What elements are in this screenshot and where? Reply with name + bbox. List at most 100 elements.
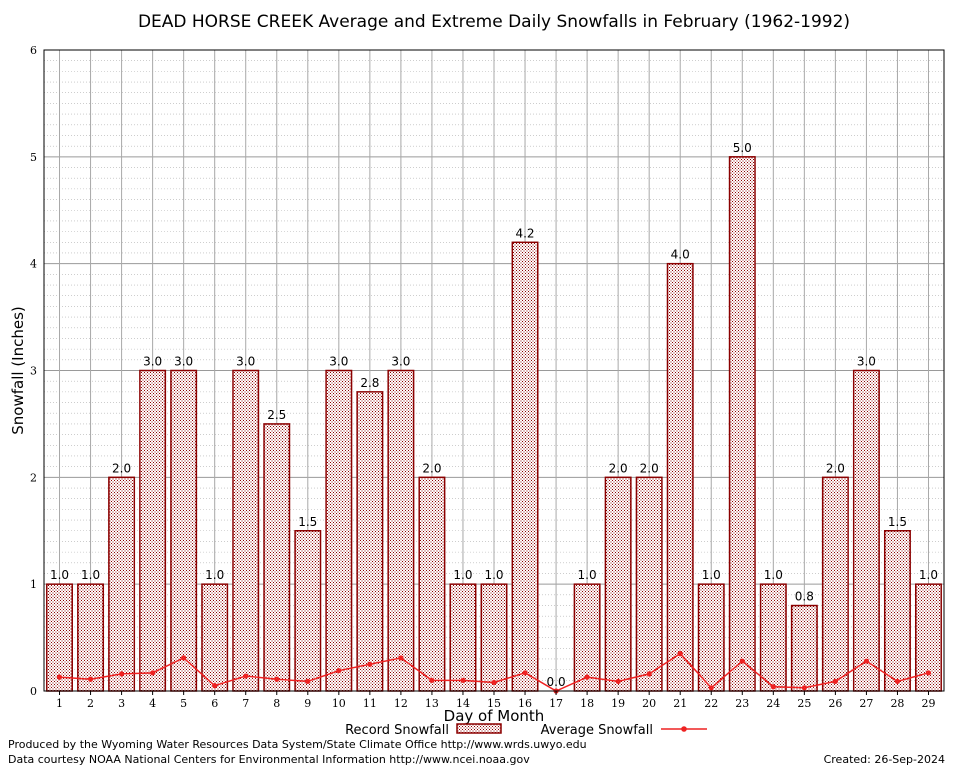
x-tick-label: 10	[332, 697, 346, 710]
x-tick-label: 17	[549, 697, 563, 710]
record-bar-day-21	[666, 262, 694, 692]
average-point-day-6	[212, 683, 218, 689]
x-tick-label: 12	[394, 697, 408, 710]
x-tick-label: 3	[118, 697, 125, 710]
average-point-day-19	[615, 678, 621, 684]
bar-value-label: 1.0	[81, 568, 100, 582]
record-bar-day-16	[511, 241, 539, 692]
x-tick-label: 29	[921, 697, 935, 710]
record-bar-day-26	[821, 476, 849, 692]
x-tick-label: 6	[211, 697, 218, 710]
record-bar-day-2	[77, 583, 105, 692]
average-point-day-27	[863, 658, 870, 664]
x-tick-label: 7	[242, 697, 249, 710]
bar-value-label: 2.0	[112, 461, 131, 475]
x-tick-label: 18	[580, 697, 594, 710]
x-axis-ticks: 1 2 3 4 5 6 7 8 9 10 11 12 13 14 15 16 17 18 19 20 21 22 23 24 2…	[56, 691, 935, 710]
average-point-day-13	[429, 677, 435, 683]
average-point-day-4	[150, 670, 156, 676]
x-tick-label: 23	[735, 697, 749, 710]
x-tick-label: 25	[797, 697, 811, 710]
record-bar-day-3	[108, 476, 136, 692]
average-point-day-12	[398, 655, 404, 661]
average-point-day-9	[305, 678, 311, 684]
average-point-day-18	[584, 674, 590, 680]
created-date: Created: 26-Sep-2024	[823, 753, 945, 766]
record-bar-day-20	[635, 476, 663, 692]
average-point-day-1	[56, 674, 63, 680]
bar-value-label: 3.0	[174, 355, 193, 369]
bar-value-label: 0.0	[547, 675, 566, 689]
x-tick-label: 13	[425, 697, 439, 710]
average-point-day-2	[87, 676, 94, 682]
record-bar-day-19	[604, 476, 632, 692]
credit-line-data-source: Data courtesy NOAA National Centers for …	[8, 753, 530, 766]
bar-value-label: 3.0	[236, 355, 255, 369]
x-tick-label: 14	[456, 697, 470, 710]
record-bar-day-23	[728, 156, 756, 692]
bar-value-label: 2.0	[422, 461, 441, 475]
record-bar-day-9	[294, 530, 322, 692]
average-point-day-8	[274, 676, 280, 682]
y-tick-label: 1	[30, 578, 37, 591]
x-tick-label: 26	[828, 697, 842, 710]
bar-value-label: 1.0	[702, 568, 721, 582]
legend-average-label: Average Snowfall	[541, 723, 653, 738]
average-point-day-21	[677, 651, 683, 657]
bar-value-label: 1.0	[205, 568, 224, 582]
x-tick-label: 19	[611, 697, 625, 710]
average-point-day-10	[336, 668, 342, 674]
x-axis-label: Day of Month	[444, 707, 545, 725]
bar-value-label: 1.5	[888, 515, 907, 529]
bar-value-label: 2.0	[826, 461, 845, 475]
record-bar-day-13	[418, 476, 446, 692]
record-bar-day-22	[697, 583, 725, 692]
record-bar-day-18	[573, 583, 601, 692]
record-bar-day-10	[325, 369, 353, 692]
legend-average-marker	[681, 726, 687, 732]
bar-value-label: 3.0	[143, 355, 162, 369]
record-bar-day-25	[790, 604, 818, 692]
x-tick-label: 28	[890, 697, 904, 710]
bar-value-label: 1.0	[919, 568, 938, 582]
y-tick-label: 5	[30, 151, 37, 164]
x-tick-label: 20	[642, 697, 656, 710]
bar-value-label: 3.0	[329, 355, 348, 369]
average-point-day-22	[708, 685, 714, 691]
x-tick-label: 5	[180, 697, 187, 710]
credit-line-producer: Produced by the Wyoming Water Resources …	[8, 738, 587, 751]
average-point-day-23	[739, 658, 745, 664]
record-bar-day-12	[387, 369, 415, 692]
x-tick-label: 9	[304, 697, 311, 710]
record-bar-day-15	[480, 583, 508, 692]
bar-value-label: 1.0	[453, 568, 472, 582]
average-point-day-5	[181, 655, 187, 661]
x-tick-label: 21	[673, 697, 687, 710]
legend-record-swatch	[456, 723, 502, 734]
average-line-series	[56, 651, 932, 694]
average-point-day-20	[646, 671, 652, 677]
record-bar-day-7	[232, 369, 260, 692]
x-tick-label: 4	[149, 697, 156, 710]
average-point-day-11	[367, 661, 373, 667]
y-tick-label: 0	[30, 685, 37, 698]
bar-value-label: 5.0	[733, 141, 752, 155]
record-bar-day-14	[449, 583, 477, 692]
y-axis-label: Snowfall (Inches)	[9, 306, 27, 434]
x-tick-label: 1	[56, 697, 63, 710]
average-point-day-15	[491, 679, 497, 686]
y-tick-label: 6	[30, 44, 37, 57]
x-tick-label: 24	[766, 697, 780, 710]
average-point-day-29	[925, 670, 932, 676]
legend: Record Snowfall Average Snowfall	[345, 723, 707, 738]
bar-value-label: 4.0	[671, 248, 690, 262]
average-point-day-26	[832, 678, 838, 684]
average-point-day-16	[522, 670, 528, 676]
average-point-day-7	[243, 673, 249, 679]
record-bar-day-11	[356, 391, 384, 692]
bar-value-label: 1.0	[50, 568, 69, 582]
x-tick-label: 11	[363, 697, 377, 710]
x-tick-label: 8	[273, 697, 280, 710]
bar-value-label: 2.8	[360, 376, 379, 390]
